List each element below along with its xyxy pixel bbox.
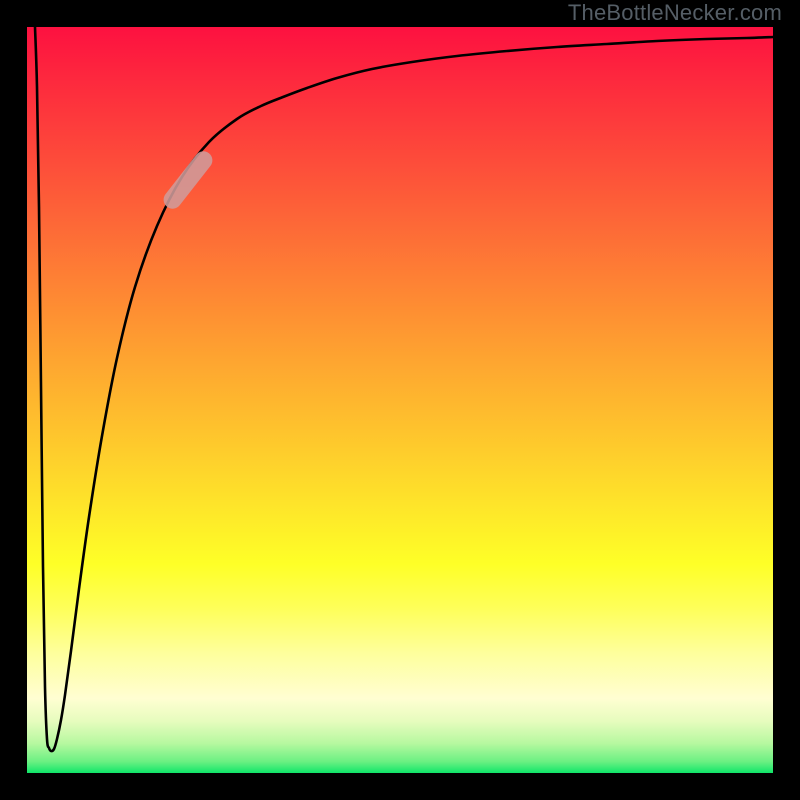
watermark-text: TheBottleNecker.com: [568, 0, 782, 26]
chart-frame: { "watermark": { "text": "TheBottleNecke…: [0, 0, 800, 800]
plot-background: [27, 27, 773, 773]
bottleneck-chart: [0, 0, 800, 800]
